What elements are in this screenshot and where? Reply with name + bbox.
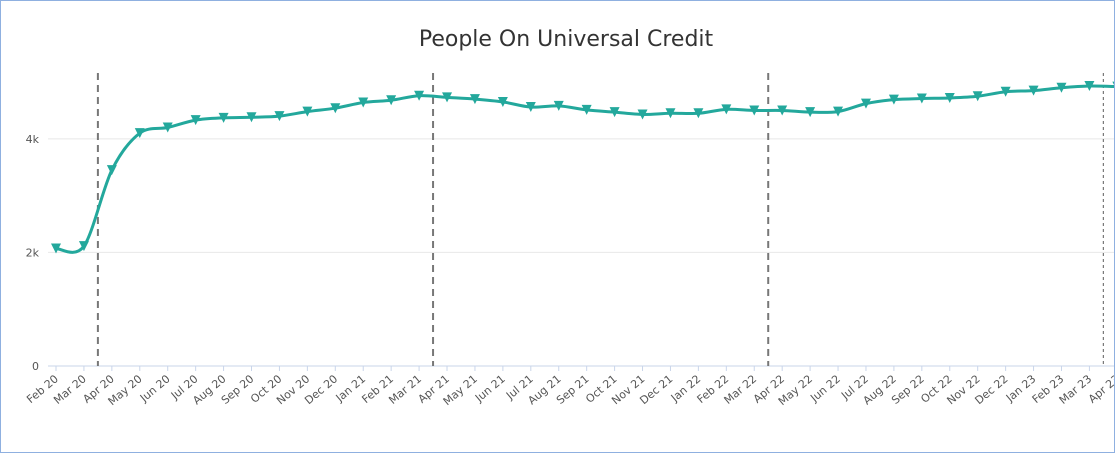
data-point [749,105,760,116]
data-point [246,112,257,123]
data-point [833,106,844,117]
x-tick-label: Jun 21 [472,372,508,405]
data-point [1028,85,1039,96]
data-point [274,111,285,122]
data-point [302,106,313,117]
data-point [442,92,453,103]
data-point [497,96,508,107]
data-point [777,105,788,116]
data-point [330,103,341,114]
y-tick-label: 0 [32,360,39,373]
data-point [51,243,61,254]
chart-title: People On Universal Credit [418,27,714,52]
data-point [162,122,173,133]
data-point [860,98,871,109]
data-point [414,90,425,101]
data-point [386,95,397,106]
data-point [190,115,201,126]
data-point [1112,81,1114,85]
data-point [1084,81,1095,92]
data-point [916,93,927,104]
x-tick-label: Jun 20 [137,372,173,405]
data-point [944,92,955,103]
data-point [693,108,704,119]
data-point [637,109,648,120]
data-point [721,104,732,115]
data-point [553,100,564,111]
data-point [972,91,983,102]
data-point [888,94,899,105]
data-point [358,97,369,108]
data-point [665,108,676,119]
data-point [1000,86,1011,97]
data-point [469,94,480,105]
data-point [78,241,89,252]
data-point [609,107,620,118]
y-tick-label: 4k [26,133,40,146]
data-point [805,107,816,118]
y-tick-label: 2k [26,246,40,259]
data-point [581,104,592,115]
data-point [1056,82,1067,93]
data-point [218,112,229,123]
data-point [525,102,536,113]
data-point [106,165,117,176]
data-point [134,128,145,139]
x-tick-label: Jun 22 [807,372,843,405]
